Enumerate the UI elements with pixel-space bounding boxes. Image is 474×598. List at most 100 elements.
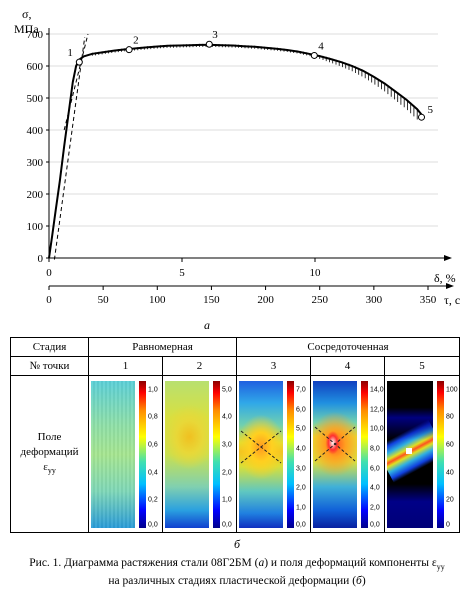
y-tick-label: 100 xyxy=(27,221,44,233)
y-tick-label: 500 xyxy=(27,93,44,105)
scale-tick: 40 xyxy=(446,469,454,477)
scale-tick: 0,6 xyxy=(148,441,158,449)
chart-gridlines xyxy=(49,33,438,227)
point-number: 5 xyxy=(384,356,461,376)
deformation-fields-table: Стадия Равномерная Сосредоточенная № точ… xyxy=(10,337,461,533)
tau-tick-label: 200 xyxy=(257,294,274,306)
point-label: 4 xyxy=(318,40,324,52)
scale-tick: 14,0 xyxy=(370,386,384,394)
stage-uniform: Равномерная xyxy=(87,337,238,357)
color-scale-5 xyxy=(437,381,445,528)
y-tick-label: 300 xyxy=(27,157,44,169)
y-tick-label: 200 xyxy=(27,189,44,201)
scale-tick: 1,0 xyxy=(222,496,232,504)
color-scale-3 xyxy=(287,381,295,528)
field-cell-1: 1,0 0,8 0,6 0,4 0,2 0,0 xyxy=(88,375,163,533)
stage-concentrated: Сосредоточенная xyxy=(236,337,461,357)
caption-text: Рис. 1. Диаграмма растяжения стали 08Г2Б… xyxy=(29,557,259,569)
tau-tick-label: 0 xyxy=(46,294,52,306)
scale-tick: 6,0 xyxy=(296,406,306,414)
scale-tick: 2,0 xyxy=(370,504,380,512)
field-cell-5: 100 80 60 40 20 0 xyxy=(384,375,461,533)
point-label: 2 xyxy=(133,35,139,47)
caption-text: на различных стадиях пластической деформ… xyxy=(108,575,357,588)
scale-tick: 2,0 xyxy=(296,484,306,492)
header-point: № точки xyxy=(10,356,89,376)
y-tick-label: 600 xyxy=(27,61,44,73)
y-axis-unit: МПа xyxy=(14,22,39,36)
caption-text: ) xyxy=(361,575,366,588)
tau-tick-label: 250 xyxy=(311,294,328,306)
scale-tick: 3,0 xyxy=(296,465,306,473)
point-label: 1 xyxy=(67,47,73,59)
x-axis-delta-label: δ, % xyxy=(434,271,456,285)
caption-text: ) и поля деформаций компоненты ε xyxy=(264,557,437,569)
scale-tick: 0,0 xyxy=(148,521,158,529)
scale-tick: 6,0 xyxy=(370,465,380,473)
serration-marks xyxy=(91,43,418,120)
scale-tick: 0,2 xyxy=(148,496,158,504)
scale-tick: 4,0 xyxy=(222,413,232,421)
caption-letter-a: а xyxy=(258,557,265,569)
point-marker xyxy=(75,58,83,66)
scale-tick: 0,0 xyxy=(222,521,232,529)
scale-tick: 0 xyxy=(446,521,450,529)
delta-axis-arrow xyxy=(444,255,452,261)
y-tick-label: 400 xyxy=(27,125,44,137)
scale-tick: 8,0 xyxy=(370,445,380,453)
scale-tick: 5,0 xyxy=(296,425,306,433)
caption-line-2: на различных стадиях пластической деформ… xyxy=(0,574,474,589)
field-label-line2: деформаций xyxy=(20,445,79,458)
point-marker xyxy=(205,40,213,48)
scale-tick: 5,0 xyxy=(222,386,232,394)
tau-tick-label: 300 xyxy=(366,294,383,306)
tau-tick-label: 50 xyxy=(98,294,110,306)
point-number: 4 xyxy=(310,356,386,376)
x-axis-tau-label: τ, с xyxy=(444,293,460,307)
point-marker xyxy=(125,46,133,54)
field-cell-4: 14,0 12,0 10,0 8,0 6,0 4,0 2,0 0,0 xyxy=(310,375,386,533)
y-tick-label: 700 xyxy=(27,29,44,41)
tau-tick-label: 150 xyxy=(203,294,220,306)
scale-tick: 60 xyxy=(446,441,454,449)
shear-band-lines-4 xyxy=(314,426,356,462)
tau-tick-label: 100 xyxy=(149,294,166,306)
scale-tick: 0,8 xyxy=(148,413,158,421)
scale-tick: 0,0 xyxy=(296,521,306,529)
color-scale-4 xyxy=(361,381,369,528)
point-label: 5 xyxy=(428,104,434,116)
tau-axis-arrow xyxy=(446,283,454,289)
point-number: 3 xyxy=(236,356,312,376)
strain-field-image-4 xyxy=(313,381,358,528)
epsilon-symbol: ε xyxy=(43,460,48,473)
point-label: 3 xyxy=(212,29,218,41)
point-marker xyxy=(418,113,426,121)
field-cell-2: 5,0 4,0 3,0 2,0 1,0 0,0 xyxy=(161,375,238,533)
delta-tick-label: 0 xyxy=(46,267,52,279)
field-row-label: Поле деформаций εyy xyxy=(10,375,89,533)
field-bg-lower xyxy=(387,381,434,528)
chart-axes xyxy=(46,28,454,290)
delta-tick-label: 10 xyxy=(310,267,322,279)
tau-tick-label: 350 xyxy=(420,294,437,306)
color-scale-2 xyxy=(213,381,220,528)
y-axis-symbol: σ, xyxy=(22,7,31,21)
caption-subscript: yy xyxy=(436,562,445,572)
delta-tick-label: 5 xyxy=(179,267,185,279)
chart-sublabel: а xyxy=(204,318,210,332)
scale-tick: 10,0 xyxy=(370,425,384,433)
strain-field-image-5 xyxy=(387,381,434,528)
scale-tick: 4,0 xyxy=(370,484,380,492)
field-label-symbol: εyy xyxy=(11,460,88,478)
caption-letter-b: б xyxy=(356,575,362,588)
scale-tick: 4,0 xyxy=(296,445,306,453)
shear-band-lines-3 xyxy=(240,430,282,464)
point-number: 1 xyxy=(88,356,163,376)
strain-field-image-2 xyxy=(165,381,209,528)
scale-tick: 80 xyxy=(446,413,454,421)
strain-field-image-1 xyxy=(91,381,135,528)
elastic-offset-line xyxy=(53,37,86,260)
scale-tick: 20 xyxy=(446,496,454,504)
